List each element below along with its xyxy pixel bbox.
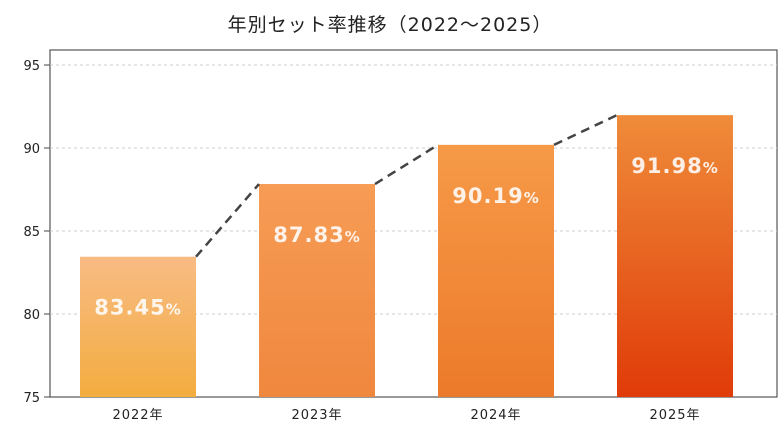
trend-line-segment <box>553 114 618 146</box>
chart-title: 年別セット率推移（2022〜2025） <box>227 14 553 36</box>
y-tick-label: 75 <box>23 391 40 406</box>
data-label: 90.19% <box>452 184 539 208</box>
data-label: 91.98% <box>631 154 718 178</box>
y-tick-label: 90 <box>23 142 40 157</box>
x-tick-label: 2023年 <box>291 408 342 423</box>
trend-line-segment <box>195 183 260 258</box>
data-label: 83.45% <box>94 296 181 320</box>
bar-2024 <box>438 144 554 397</box>
x-tick-label: 2025年 <box>649 408 700 423</box>
y-tick-label: 85 <box>23 225 40 240</box>
plot-frame <box>49 49 778 398</box>
y-tick-label: 95 <box>23 59 40 74</box>
x-tick-label: 2022年 <box>112 408 163 423</box>
data-label: 87.83% <box>273 223 360 247</box>
bar-2022 <box>80 256 196 397</box>
bar-2025 <box>617 115 733 398</box>
bar-2023 <box>259 184 375 397</box>
x-tick-label: 2024年 <box>470 408 521 423</box>
trend-line-segment <box>374 143 439 186</box>
y-tick-label: 80 <box>23 308 40 323</box>
